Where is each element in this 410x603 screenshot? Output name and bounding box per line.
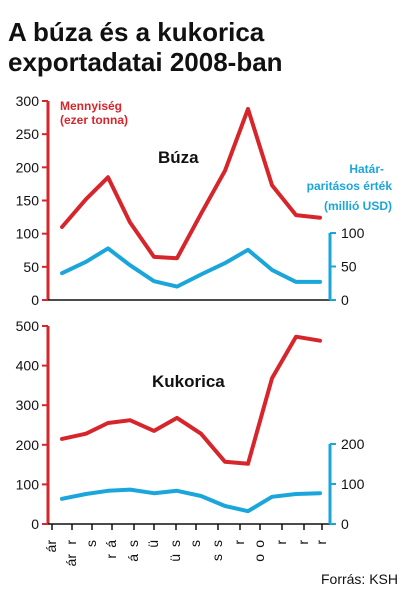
x-tick-label: r	[273, 540, 289, 545]
right-tick-label: 0	[341, 292, 349, 308]
left-tick-label: 100	[16, 476, 40, 492]
x-tick-label: r	[63, 540, 79, 545]
quantity-series-line	[60, 107, 322, 261]
x-tick-label: ár	[63, 554, 79, 567]
left-axis-label-line1: Mennyiség	[60, 99, 122, 113]
left-tick-label: 500	[16, 318, 40, 334]
x-tick-label: s	[209, 540, 225, 547]
x-tick-label: r	[295, 540, 311, 545]
right-axis-label-line2: paritásos érték	[307, 179, 393, 193]
x-tick-label: r	[103, 554, 119, 559]
right-tick-label: 0	[341, 516, 349, 532]
right-tick-label: 50	[341, 259, 357, 275]
source-note: Forrás: KSH	[321, 571, 398, 587]
left-tick-label: 100	[16, 226, 40, 242]
x-tick-label: s	[209, 554, 225, 561]
left-tick-label: 300	[16, 93, 40, 109]
left-tick-label: 200	[16, 437, 40, 453]
left-axis-label-line2: (ezer tonna)	[60, 113, 128, 127]
value-series-line	[60, 246, 322, 289]
x-tick-label: ár	[43, 540, 59, 553]
right-tick-label: 100	[341, 225, 365, 241]
x-tick-label: á	[103, 540, 119, 548]
panel-title-corn: Kukorica	[152, 372, 225, 391]
right-axis-label-line3: (millió USD)	[324, 199, 392, 213]
left-tick-label: 250	[16, 126, 40, 142]
x-tick-label: o	[251, 554, 267, 562]
left-tick-label: 200	[16, 159, 40, 175]
x-tick-label: s	[167, 540, 183, 547]
x-tick-label: s	[125, 540, 141, 547]
right-tick-label: 200	[341, 436, 365, 452]
left-tick-label: 400	[16, 358, 40, 374]
right-axis-label-line1: Határ-	[349, 162, 384, 176]
x-tick-label: r	[313, 540, 329, 545]
x-tick-label: r	[231, 540, 247, 545]
left-tick-label: 0	[31, 292, 39, 308]
x-tick-label: ü	[167, 554, 183, 562]
chart-title-line2: exportadatai 2008-ban	[8, 47, 283, 77]
left-tick-label: 0	[31, 516, 39, 532]
x-tick-label: s	[83, 540, 99, 547]
panel-title-wheat: Búza	[158, 148, 199, 167]
x-tick-label: o	[251, 540, 267, 548]
left-tick-label: 150	[16, 193, 40, 209]
left-tick-label: 50	[23, 259, 39, 275]
quantity-series-line	[60, 334, 322, 466]
right-tick-label: 100	[341, 476, 365, 492]
x-tick-label: á	[125, 554, 141, 562]
x-tick-label: ü	[145, 540, 161, 548]
left-tick-label: 300	[16, 397, 40, 413]
x-tick-label: s	[187, 540, 203, 547]
value-series-line	[60, 487, 322, 514]
chart-title-line1: A búza és a kukorica	[8, 17, 265, 47]
